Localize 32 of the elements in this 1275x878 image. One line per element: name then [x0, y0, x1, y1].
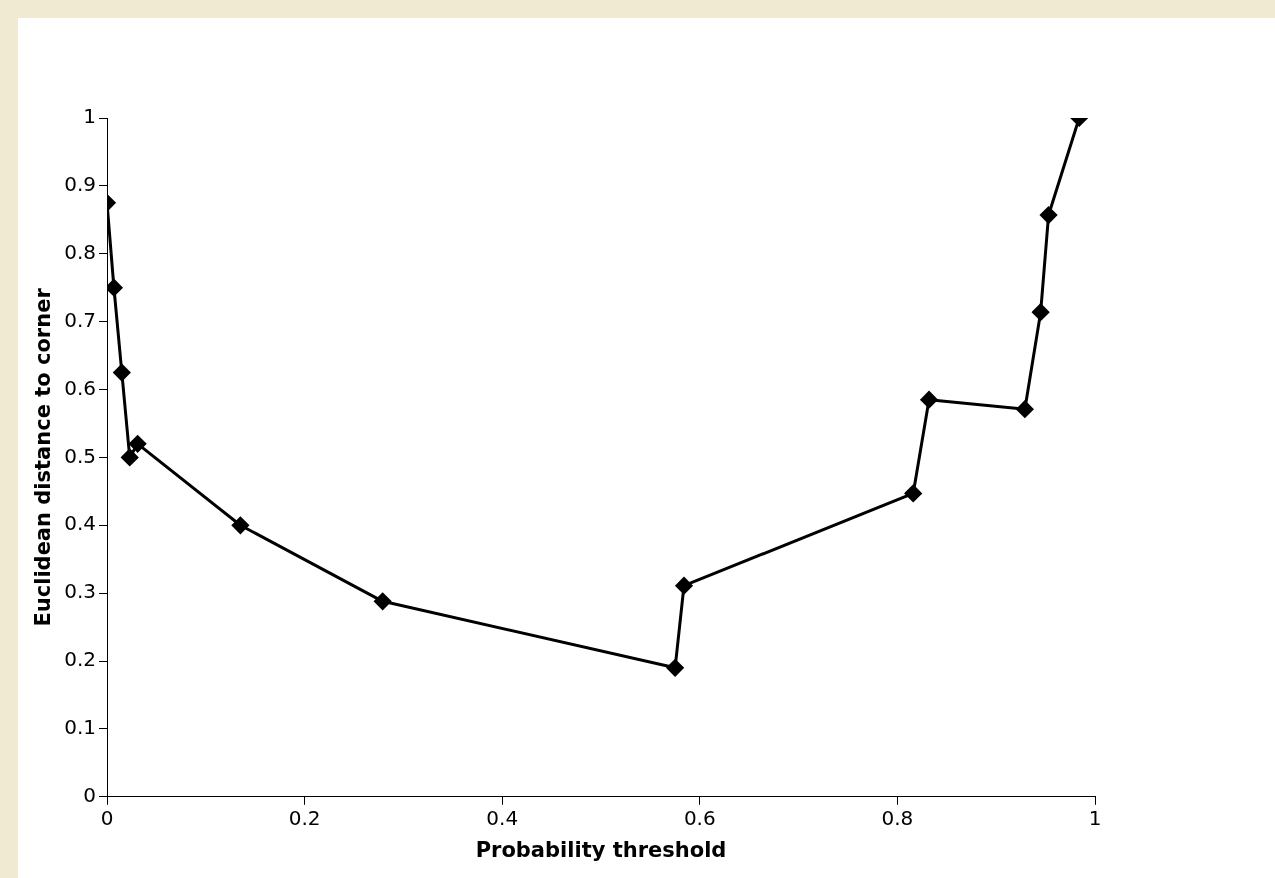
y-tick-label: 0.8 — [64, 239, 97, 264]
x-tick-label: 0 — [100, 806, 114, 830]
y-tick-label: 0.2 — [64, 647, 97, 672]
y-tick-label: 0.5 — [64, 443, 97, 468]
y-tick-label: 1 — [83, 104, 97, 129]
y-tick-label: 0.1 — [64, 715, 97, 740]
point — [107, 279, 123, 297]
x-tick-label: 1 — [1088, 806, 1102, 830]
x-axis-title: Probability threshold — [475, 837, 727, 862]
point — [666, 659, 684, 677]
x-tick-label: 0.6 — [683, 806, 716, 830]
y-tick-label: 0.7 — [64, 307, 97, 332]
point — [675, 577, 693, 595]
point — [1032, 303, 1050, 321]
x-tick-label: 0.8 — [881, 806, 914, 830]
point — [1040, 206, 1058, 224]
x-tick-label: 0.4 — [486, 806, 519, 830]
point — [904, 484, 922, 502]
point — [113, 364, 131, 382]
point — [231, 516, 249, 534]
point — [129, 435, 147, 453]
y-tick-label: 0.6 — [64, 375, 97, 400]
point — [374, 592, 392, 610]
point — [121, 448, 139, 466]
y-tick-label: 0.4 — [64, 511, 97, 536]
y-tick-label: 0.9 — [64, 172, 97, 197]
y-tick-label: 0.3 — [64, 579, 97, 604]
y-axis-title: Euclidean distance to corner — [31, 287, 56, 627]
y-tick-label: 0 — [83, 783, 97, 807]
point — [1016, 400, 1034, 418]
x-tick-label: 0.2 — [288, 806, 321, 830]
point — [920, 391, 938, 409]
